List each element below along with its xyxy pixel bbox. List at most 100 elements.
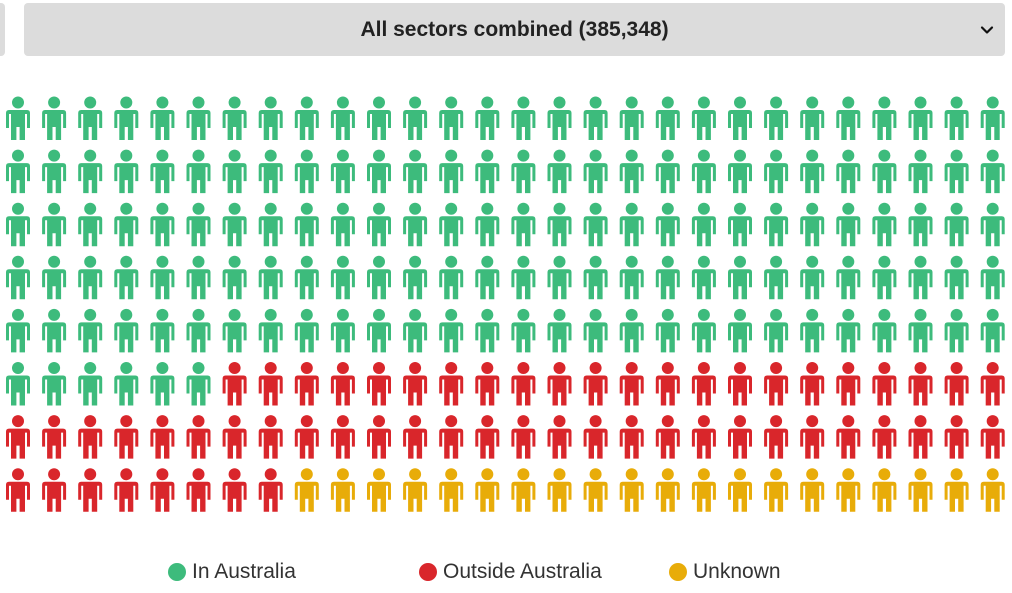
person-icon-in-australia	[6, 308, 30, 353]
person-icon-in-australia	[330, 202, 355, 247]
person-icon-in-australia	[294, 255, 319, 300]
person-icon-in-australia	[367, 96, 391, 140]
person-icon-in-australia	[980, 308, 1005, 353]
person-icon-outside-australia	[691, 415, 716, 459]
person-icon-outside-australia	[908, 415, 933, 459]
person-icon-in-australia	[294, 308, 319, 353]
person-icon-in-australia	[728, 149, 752, 194]
person-icon-outside-australia	[764, 362, 789, 406]
person-icon-in-australia	[186, 202, 211, 247]
person-icon-in-australia	[619, 308, 644, 353]
person-icon-unknown	[872, 468, 897, 512]
person-icon-in-australia	[367, 255, 391, 300]
person-icon-unknown	[619, 468, 644, 512]
person-icon-unknown	[980, 468, 1005, 512]
legend-swatch-outside-australia	[419, 563, 437, 581]
person-icon-in-australia	[511, 308, 536, 353]
person-icon-in-australia	[836, 255, 861, 300]
person-icon-outside-australia	[186, 415, 211, 459]
person-icon-in-australia	[42, 308, 67, 353]
person-icon-in-australia	[439, 255, 464, 300]
person-icon-in-australia	[836, 308, 861, 353]
person-icon-in-australia	[872, 96, 897, 140]
person-icon-outside-australia	[944, 415, 969, 459]
person-icon-outside-australia	[980, 415, 1005, 459]
person-icon-unknown	[403, 468, 428, 512]
legend-item-outside-australia: Outside Australia	[419, 558, 602, 586]
person-icon-in-australia	[980, 149, 1005, 194]
person-icon-in-australia	[367, 149, 391, 194]
person-icon-outside-australia	[800, 415, 825, 459]
person-icon-in-australia	[114, 202, 139, 247]
legend-label-in-australia: In Australia	[192, 560, 296, 583]
person-icon-in-australia	[6, 362, 30, 406]
person-icon-in-australia	[836, 96, 861, 140]
person-icon-in-australia	[800, 149, 825, 194]
person-icon-unknown	[691, 468, 716, 512]
person-icon-in-australia	[908, 255, 933, 300]
person-icon-in-australia	[908, 149, 933, 194]
person-icon-in-australia	[42, 255, 67, 300]
person-icon-in-australia	[78, 149, 103, 194]
previous-dropdown-edge[interactable]	[0, 3, 5, 56]
person-icon-in-australia	[583, 149, 608, 194]
person-icon-outside-australia	[258, 468, 283, 512]
person-icon-unknown	[764, 468, 789, 512]
person-icon-in-australia	[764, 149, 789, 194]
person-icon-in-australia	[150, 255, 175, 300]
person-icon-in-australia	[439, 308, 464, 353]
person-icon-in-australia	[728, 202, 752, 247]
sector-select[interactable]: All sectors combined (385,348)	[24, 3, 1005, 56]
person-icon-outside-australia	[547, 415, 572, 459]
person-icon-in-australia	[294, 149, 319, 194]
person-icon-in-australia	[583, 308, 608, 353]
person-icon-in-australia	[511, 96, 536, 140]
person-icon-outside-australia	[836, 415, 861, 459]
person-icon-in-australia	[908, 202, 933, 247]
person-icon-in-australia	[222, 308, 247, 353]
person-icon-in-australia	[403, 202, 428, 247]
person-icon-in-australia	[439, 149, 464, 194]
legend-swatch-unknown	[669, 563, 687, 581]
person-icon-in-australia	[728, 308, 752, 353]
person-icon-in-australia	[800, 202, 825, 247]
person-icon-in-australia	[475, 96, 500, 140]
person-icon-in-australia	[78, 308, 103, 353]
person-icon-in-australia	[511, 149, 536, 194]
person-icon-in-australia	[42, 202, 67, 247]
person-icon-in-australia	[691, 308, 716, 353]
person-icon-outside-australia	[42, 468, 67, 512]
person-icon-in-australia	[800, 308, 825, 353]
person-icon-in-australia	[691, 149, 716, 194]
person-icon-in-australia	[800, 255, 825, 300]
person-icon-in-australia	[78, 362, 103, 406]
person-icon-outside-australia	[872, 415, 897, 459]
person-icon-outside-australia	[150, 415, 175, 459]
person-icon-in-australia	[78, 202, 103, 247]
person-icon-in-australia	[42, 362, 67, 406]
person-icon-in-australia	[114, 362, 139, 406]
person-icon-in-australia	[330, 149, 355, 194]
person-icon-unknown	[475, 468, 500, 512]
person-icon-in-australia	[150, 308, 175, 353]
person-icon-in-australia	[655, 96, 680, 140]
person-icon-in-australia	[294, 96, 319, 140]
person-icon-in-australia	[114, 255, 139, 300]
person-icon-in-australia	[583, 255, 608, 300]
person-icon-in-australia	[222, 96, 247, 140]
person-icon-unknown	[944, 468, 969, 512]
person-icon-unknown	[439, 468, 464, 512]
person-icon-unknown	[728, 468, 752, 512]
person-icon-in-australia	[403, 96, 428, 140]
person-icon-in-australia	[186, 308, 211, 353]
person-icon-outside-australia	[800, 362, 825, 406]
person-icon-in-australia	[547, 96, 572, 140]
person-icon-in-australia	[655, 308, 680, 353]
person-icon-unknown	[547, 468, 572, 512]
person-icon-outside-australia	[619, 362, 644, 406]
person-icon-in-australia	[944, 308, 969, 353]
legend-swatch-in-australia	[168, 563, 186, 581]
person-icon-in-australia	[6, 149, 30, 194]
person-icon-in-australia	[619, 202, 644, 247]
person-icon-in-australia	[872, 308, 897, 353]
